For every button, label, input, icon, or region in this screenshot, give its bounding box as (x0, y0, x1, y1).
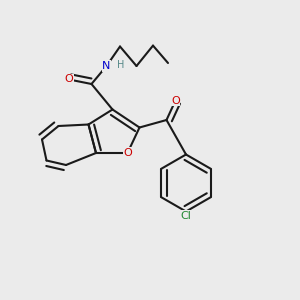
Text: O: O (123, 148, 132, 158)
Text: O: O (64, 74, 74, 85)
Text: O: O (171, 95, 180, 106)
Text: H: H (117, 59, 124, 70)
Text: N: N (102, 61, 111, 71)
Text: Cl: Cl (181, 211, 191, 221)
